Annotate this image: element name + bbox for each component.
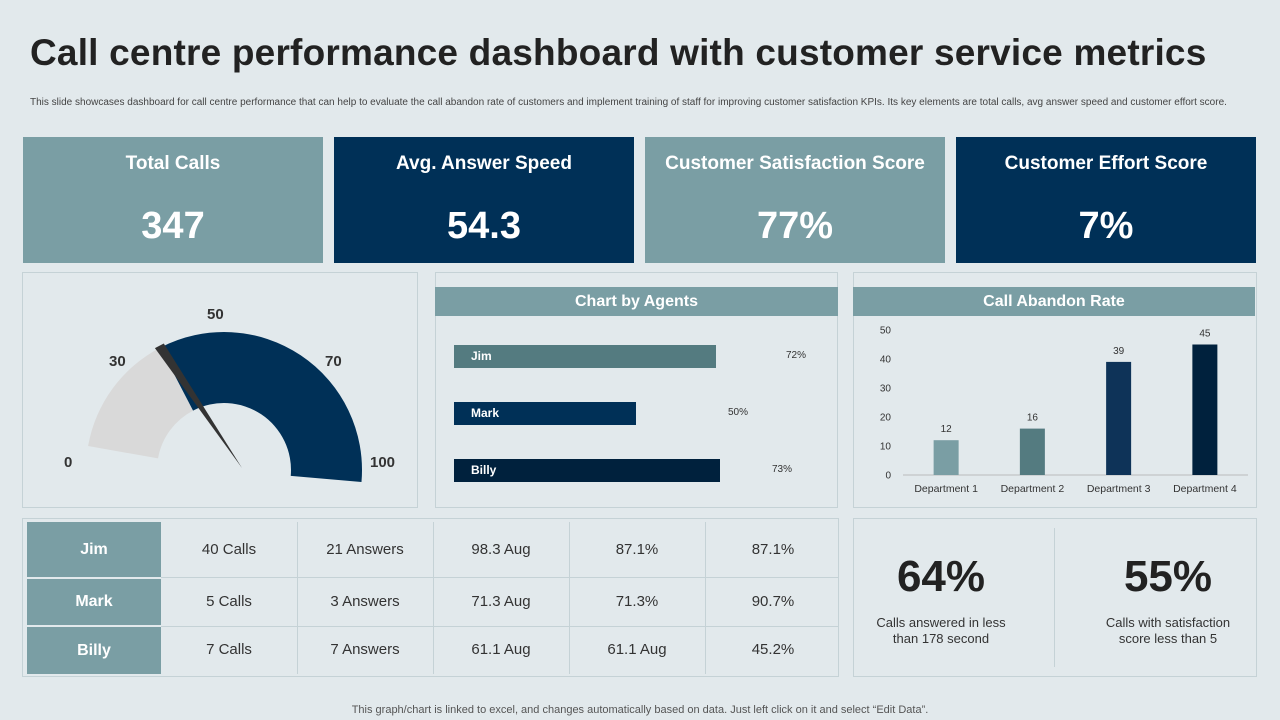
agent-bar: Mark (454, 402, 636, 425)
table-cell: 5 Calls (206, 593, 252, 610)
abandon-bar (1106, 361, 1132, 475)
stat-caption-line: Calls answered in less (876, 615, 1006, 630)
table-cell: 45.2% (751, 641, 795, 658)
kpi-value: 77% (756, 205, 834, 247)
agent-bar: Jim (454, 345, 716, 368)
kpi-label: Customer Satisfaction Score (665, 153, 925, 174)
y-tick-label: 30 (880, 384, 892, 395)
table-cell: 3 Answers (330, 593, 400, 610)
page-subtitle: This slide showcases dashboard for call … (30, 97, 1227, 108)
abandon-bar (1019, 428, 1045, 475)
kpi-total-calls: Total Calls 347 (23, 137, 323, 263)
gauge-label-100: 100 (370, 454, 396, 471)
table-cell: 61.1 Aug (607, 641, 667, 658)
gauge-needle (154, 343, 242, 468)
bar-data-label: 39 (1113, 346, 1125, 357)
table-row-name: Mark (27, 579, 161, 625)
stat-caption-line: than 178 second (892, 631, 990, 646)
x-tick-label: Department 2 (1001, 483, 1065, 495)
kpi-customer-effort: Customer Effort Score 7% (956, 137, 1256, 263)
table-divider (433, 522, 434, 674)
table-cell: 98.3 Aug (471, 541, 531, 558)
table-row-name: Jim (27, 522, 161, 577)
abandon-bar (933, 440, 959, 475)
agent-bar: Billy (454, 459, 720, 482)
kpi-value: 54.3 (447, 205, 521, 247)
x-tick-label: Department 3 (1087, 483, 1151, 495)
table-divider (161, 626, 839, 627)
y-tick-label: 40 (880, 355, 892, 366)
table-divider (297, 522, 298, 674)
y-tick-label: 10 (880, 442, 892, 453)
table-cell: 90.7% (751, 593, 795, 610)
y-tick-label: 20 (880, 413, 892, 424)
footer-note: This graph/chart is linked to excel, and… (351, 704, 929, 716)
table-cell: 71.3% (615, 593, 659, 610)
kpi-customer-satisfaction: Customer Satisfaction Score 77% (645, 137, 945, 263)
bar-data-label: 12 (941, 424, 953, 435)
table-cell: 21 Answers (326, 541, 404, 558)
bar-data-label: 16 (1027, 413, 1039, 424)
agent-bar-label: 50% (728, 407, 749, 418)
kpi-label: Avg. Answer Speed (396, 153, 572, 174)
stat-caption-line: score less than 5 (1118, 631, 1218, 646)
gauge-label-0: 0 (64, 454, 73, 471)
gauge-fill (160, 332, 362, 483)
stat-caption-line: Calls with satisfaction (1105, 615, 1231, 630)
table-cell: 71.3 Aug (471, 593, 531, 610)
kpi-label: Total Calls (125, 153, 221, 174)
table-cell: 7 Answers (330, 641, 400, 658)
x-tick-label: Department 1 (914, 483, 978, 495)
bar-data-label: 45 (1199, 329, 1211, 340)
gauge-chart (88, 332, 362, 483)
stats-divider (1054, 528, 1055, 667)
gauge-label-30: 30 (109, 353, 126, 370)
kpi-value: 7% (1078, 205, 1134, 247)
kpi-value: 347 (141, 205, 205, 247)
table-cell: 7 Calls (206, 641, 252, 658)
table-row-name: Billy (27, 627, 161, 674)
table-divider (161, 577, 839, 578)
agent-bar-label: 73% (772, 464, 793, 475)
gauge-label-70: 70 (325, 353, 342, 370)
agent-bar-label: 72% (786, 350, 807, 361)
stat-value-satisfaction: 55% (1123, 552, 1213, 601)
abandon-bar (1192, 344, 1218, 475)
gauge-track (88, 347, 194, 459)
table-cell: 87.1% (751, 541, 795, 558)
y-tick-label: 0 (885, 471, 891, 482)
kpi-label: Customer Effort Score (1004, 153, 1208, 174)
agents-chart-title: Chart by Agents (435, 287, 838, 316)
kpi-avg-answer-speed: Avg. Answer Speed 54.3 (334, 137, 634, 263)
table-divider (705, 522, 706, 674)
gauge-label-50: 50 (207, 306, 224, 323)
table-cell: 87.1% (615, 541, 659, 558)
table-divider (569, 522, 570, 674)
x-tick-label: Department 4 (1173, 483, 1237, 495)
abandon-chart-title: Call Abandon Rate (853, 287, 1255, 316)
table-cell: 61.1 Aug (471, 641, 531, 658)
page-title: Call centre performance dashboard with c… (30, 32, 1207, 73)
y-tick-label: 50 (880, 326, 892, 337)
stats-panel (853, 518, 1257, 677)
abandon-bar-chart: 0 10 20 30 40 50 12 Department 1 16 Department 2 3… (880, 326, 1248, 495)
table-cell: 40 Calls (201, 541, 257, 558)
stat-value-answered: 64% (896, 552, 986, 601)
